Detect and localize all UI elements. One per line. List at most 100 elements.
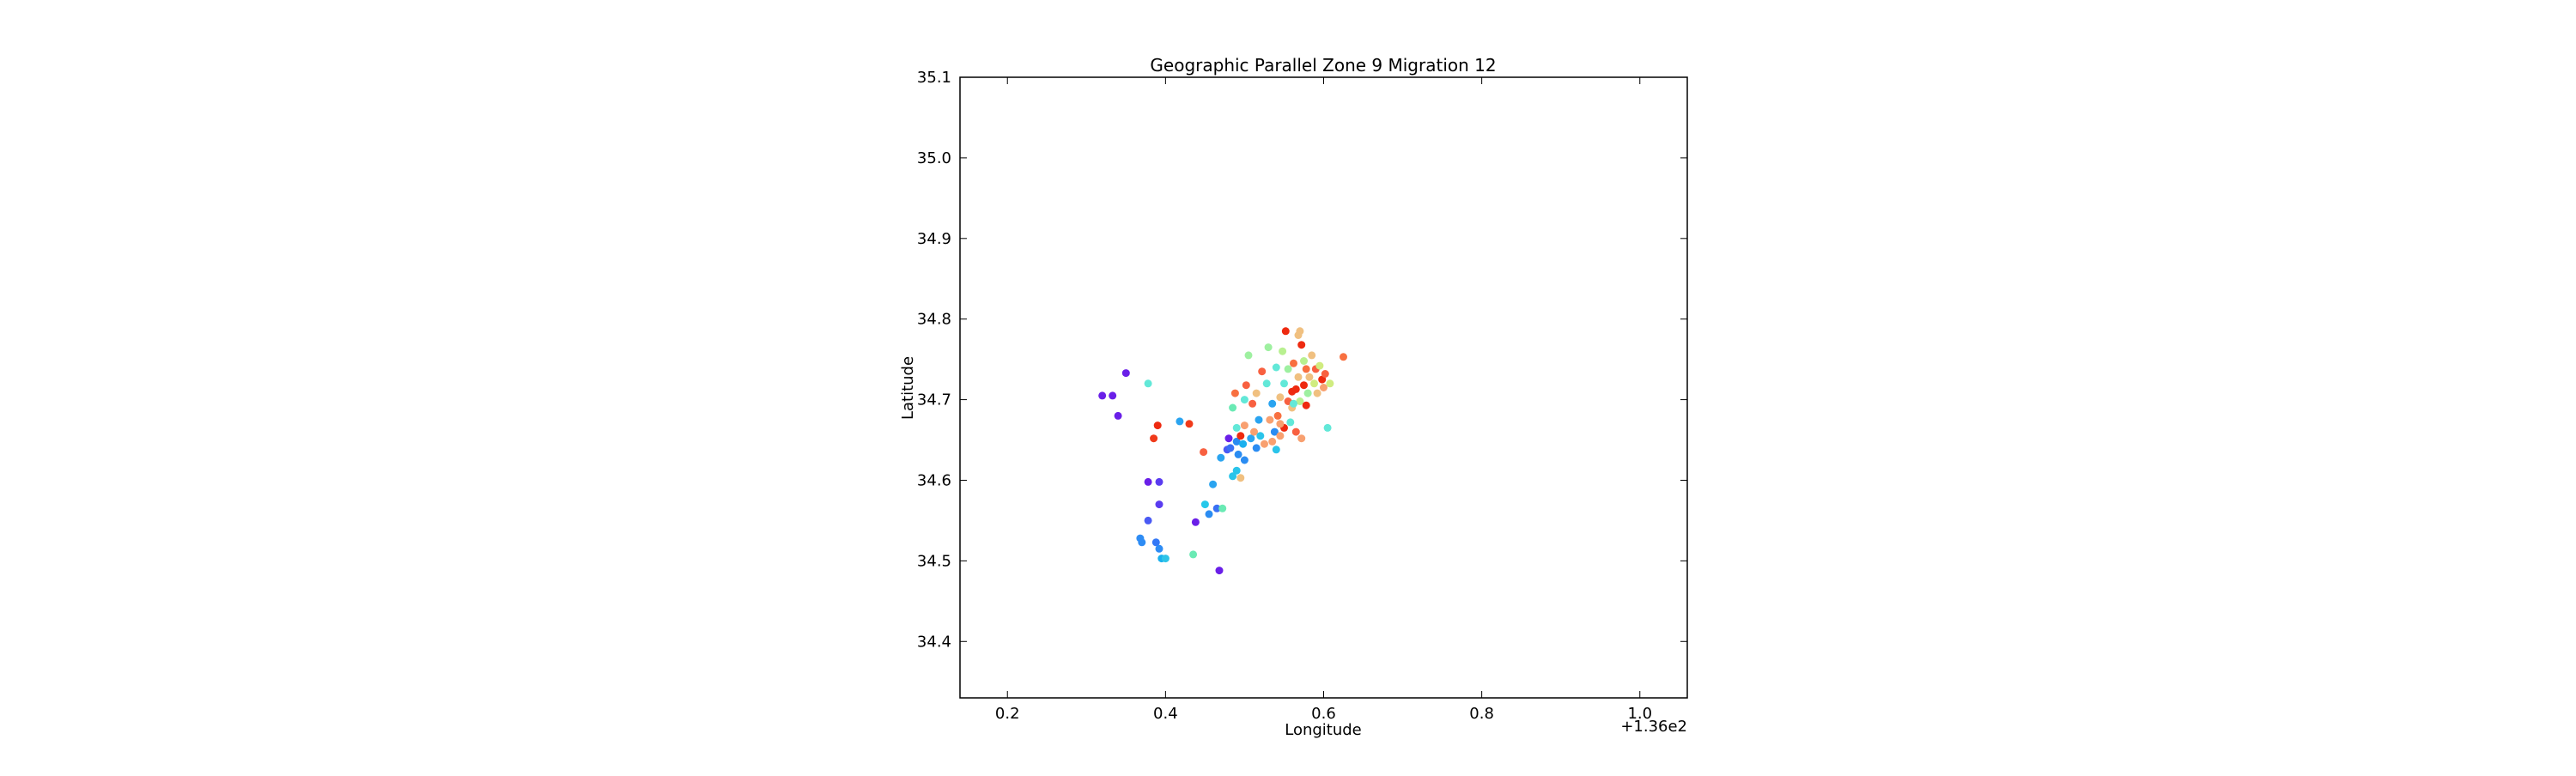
scatter-point [1200, 500, 1209, 509]
scatter-point [1234, 450, 1242, 458]
scatter-point [1215, 567, 1224, 575]
scatter-point [1236, 432, 1245, 440]
scatter-point [1302, 401, 1310, 409]
scatter-point [1150, 434, 1158, 443]
scatter-point [1300, 357, 1308, 365]
scatter-point [1290, 359, 1297, 367]
y-tick-label: 34.5 [917, 552, 951, 570]
scatter-point [1098, 391, 1107, 400]
y-tick-label: 34.6 [917, 471, 951, 489]
x-tick-label: 0.4 [1153, 705, 1178, 723]
y-tick-label: 34.9 [917, 230, 951, 248]
scatter-point [1121, 369, 1130, 378]
scatter-point [1318, 375, 1327, 384]
scatter-point [1255, 415, 1263, 424]
scatter-point [1261, 440, 1268, 448]
scatter-point [1266, 415, 1274, 424]
scatter-point [1272, 446, 1280, 454]
scatter-point [1151, 538, 1160, 547]
scatter-point [1268, 437, 1277, 446]
x-axis-offset-label: +1.36e2 [1620, 718, 1687, 736]
scatter-point [1315, 361, 1324, 370]
scatter-point [1305, 373, 1314, 381]
scatter-point [1281, 327, 1290, 336]
scatter-point [1250, 427, 1258, 436]
scatter-point [1264, 343, 1273, 352]
scatter-point [1244, 351, 1253, 360]
scatter-point [1280, 379, 1288, 388]
scatter-point [1262, 379, 1271, 388]
scatter-point [1209, 480, 1218, 488]
scatter-point [1294, 373, 1303, 381]
scatter-point [1230, 389, 1239, 397]
scatter-point [1284, 365, 1292, 373]
scatter-point [1229, 403, 1237, 412]
scatter-point [1249, 399, 1257, 408]
scatter-point [1302, 365, 1310, 373]
scatter-point [1276, 420, 1285, 428]
scatter-point [1229, 472, 1237, 481]
scatter-point [1144, 516, 1152, 524]
scatter-point [1155, 477, 1163, 486]
x-tick-label: 0.2 [995, 705, 1020, 723]
scatter-point [1320, 384, 1327, 391]
y-tick-label: 35.0 [917, 149, 951, 167]
scatter-point [1276, 432, 1285, 440]
scatter-point [1291, 427, 1300, 436]
scatter-point [1258, 367, 1267, 376]
scatter-point [1155, 544, 1163, 553]
x-tick-label: 1.0 [1627, 705, 1652, 723]
x-axis-label: Longitude [1285, 721, 1362, 739]
points-layer [1098, 327, 1347, 575]
chart-title: Geographic Parallel Zone 9 Migration 12 [1150, 55, 1496, 76]
scatter-point [1340, 353, 1347, 361]
scatter-point [1240, 456, 1249, 464]
x-axis-ticks: 0.2 0.4 0.6 0.8 1.0 [995, 77, 1652, 723]
scatter-point [1200, 448, 1208, 457]
scatter-point [1240, 396, 1249, 404]
scatter-point [1153, 421, 1162, 430]
scatter-point [1239, 440, 1248, 448]
scatter-point [1144, 477, 1152, 486]
scatter-point [1114, 411, 1122, 420]
scatter-point [1252, 444, 1261, 452]
scatter-point [1303, 389, 1312, 397]
scatter-point [1224, 434, 1233, 443]
scatter-point [1273, 411, 1282, 420]
scatter-point [1226, 444, 1235, 452]
scatter-point [1297, 434, 1306, 443]
scatter-point [1185, 420, 1194, 428]
scatter-point [1109, 391, 1117, 400]
scatter-point [1176, 417, 1184, 426]
scatter-point [1256, 432, 1265, 440]
scatter-point [1308, 351, 1316, 360]
scatter-point [1218, 504, 1227, 512]
y-axis-label: Latitude [899, 356, 917, 420]
scatter-point [1191, 518, 1200, 526]
scatter-point [1242, 381, 1250, 390]
scatter-point [1161, 555, 1170, 563]
y-tick-label: 34.8 [917, 311, 951, 329]
scatter-point [1144, 379, 1152, 388]
scatter-point [1326, 379, 1334, 388]
y-tick-label: 35.1 [917, 69, 951, 87]
scatter-point [1279, 347, 1287, 355]
scatter-point [1286, 418, 1295, 427]
scatter-point [1296, 397, 1304, 405]
scatter-point [1291, 385, 1300, 393]
scatter-point [1268, 399, 1277, 408]
scatter-point [1240, 421, 1249, 430]
scatter-point [1217, 453, 1225, 462]
scatter-point [1270, 427, 1279, 436]
scatter-point [1276, 393, 1285, 402]
x-tick-label: 0.8 [1469, 705, 1494, 723]
y-tick-label: 34.4 [917, 633, 951, 651]
scatter-point [1321, 370, 1329, 378]
scatter-point [1323, 423, 1332, 432]
y-axis-ticks: 34.4 34.5 34.6 34.7 34.8 34.9 35.0 35.1 [917, 69, 1687, 651]
scatter-point [1252, 389, 1261, 397]
scatter-point [1232, 423, 1241, 432]
scatter-point [1247, 434, 1255, 443]
scatter-point [1297, 341, 1306, 349]
